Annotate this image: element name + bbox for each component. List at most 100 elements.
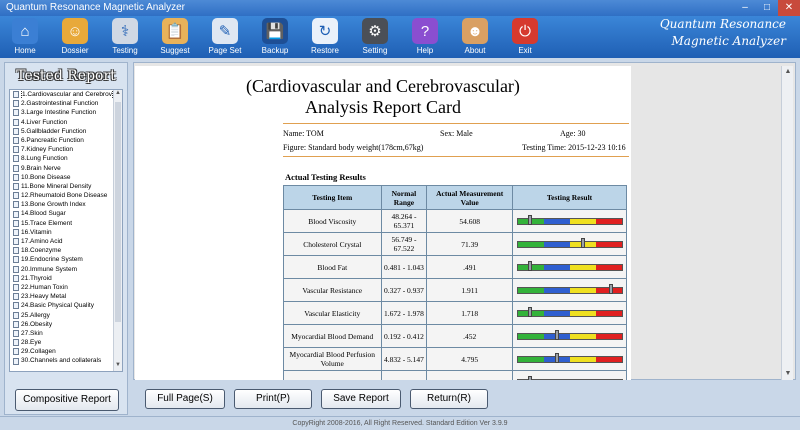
toolbar-label: Testing	[112, 46, 138, 55]
report-list-item[interactable]: 8.Lung Function	[10, 154, 114, 163]
toolbar-about-button[interactable]: ☻ About	[450, 16, 500, 58]
report-list-item[interactable]: 30.Channels and collaterals	[10, 356, 114, 365]
document-icon	[13, 100, 19, 108]
close-button[interactable]: ✕	[778, 0, 800, 16]
document-icon	[13, 247, 19, 255]
toolbar-label: About	[464, 46, 486, 55]
compositive-report-button[interactable]: Compositive Report	[15, 389, 119, 411]
bar-segment	[595, 356, 622, 362]
report-list-item[interactable]: 12.Rheumatoid Bone Disease	[10, 191, 114, 200]
report-list-item[interactable]: 15.Trace Element	[10, 219, 114, 228]
bar-segment	[543, 310, 570, 316]
report-list-item[interactable]: 26.Obesity	[10, 320, 114, 329]
report-list-item[interactable]: 18.Coenzyme	[10, 246, 114, 255]
table-row: Cholesterol Crystal 56.749 - 67.522 71.39	[283, 232, 627, 256]
toolbar-setting-button[interactable]: ⚙ Setting	[350, 16, 400, 58]
cell-value: .491	[426, 255, 514, 279]
results-body: Blood Viscosity 48.264 - 65.371 54.608 Chol…	[283, 209, 627, 380]
report-list-item[interactable]: 28.Eye	[10, 338, 114, 347]
toolbar-exit-button[interactable]: ⏻ Exit	[500, 16, 550, 58]
list-item-label: 2.Gastrointestinal Function	[21, 100, 99, 108]
toolbar-label: Suggest	[160, 46, 190, 55]
bar-segment	[595, 218, 622, 224]
report-list-item[interactable]: 27.Skin	[10, 329, 114, 338]
scroll-thumb[interactable]	[115, 102, 121, 322]
result-bar	[516, 329, 623, 340]
report-list-item[interactable]: 10.Bone Disease	[10, 173, 114, 182]
toolbar-restore-button[interactable]: ↻ Restore	[300, 16, 350, 58]
bar-segment	[543, 241, 570, 247]
print-button[interactable]: Print(P)	[234, 389, 312, 409]
save-report-button[interactable]: Save Report	[321, 389, 401, 409]
patient-age: Age: 30	[560, 129, 586, 138]
report-list-item[interactable]: 25.Allergy	[10, 311, 114, 320]
report-list-item[interactable]: 5.Gallbladder Function	[10, 127, 114, 136]
help-icon: ?	[412, 18, 438, 44]
document-icon: ✎	[212, 18, 238, 44]
report-list-item[interactable]: 4.Liver Function	[10, 118, 114, 127]
report-list-item[interactable]: 6.Pancreatic Function	[10, 136, 114, 145]
toolbar-label: Page Set	[208, 46, 242, 55]
list-scrollbar[interactable]: ▲ ▼	[113, 90, 122, 371]
report-list-item[interactable]: 22.Human Toxin	[10, 283, 114, 292]
report-list-item[interactable]: 3.Large Intestine Function	[10, 108, 114, 117]
report-list-item[interactable]: 21.Thyroid	[10, 274, 114, 283]
scroll-up-arrow-icon[interactable]: ▲	[115, 90, 121, 96]
scroll-down-arrow-icon[interactable]: ▼	[115, 362, 121, 368]
report-scroll-down-icon[interactable]: ▼	[784, 370, 792, 377]
bar-segment	[595, 333, 622, 339]
report-list-item[interactable]: 24.Basic Physical Quality	[10, 301, 114, 310]
report-scroll-up-icon[interactable]: ▲	[784, 68, 792, 75]
report-list-item[interactable]: 13.Bone Growth Index	[10, 200, 114, 209]
toolbar-help-button[interactable]: ? Help	[400, 16, 450, 58]
toolbar-page-set-button[interactable]: ✎ Page Set	[200, 16, 250, 58]
report-list-item[interactable]: 1.Cardiovascular and Cerebrov	[10, 90, 114, 100]
list-item-label: 5.Gallbladder Function	[21, 127, 87, 135]
bar-segment	[517, 333, 544, 339]
result-pointer-icon	[554, 352, 559, 363]
bar-segment	[543, 379, 570, 380]
toolbar-dossier-button[interactable]: ☺ Dossier	[50, 16, 100, 58]
report-list-item[interactable]: 16.Vitamin	[10, 228, 114, 237]
cell-value: 1.911	[426, 278, 514, 302]
toolbar-label: Exit	[518, 46, 532, 55]
report-list-item[interactable]: 20.Immune System	[10, 265, 114, 274]
list-item-label: 16.Vitamin	[21, 228, 52, 236]
table-row: Myocardial Blood Demand 0.192 - 0.412.452	[283, 324, 627, 348]
maximize-button[interactable]: □	[763, 2, 771, 13]
bar-segment	[569, 287, 596, 293]
toolbar-label: Home	[14, 46, 36, 55]
result-bar	[516, 306, 623, 317]
cell-item: Cholesterol Crystal	[283, 232, 382, 256]
cell-range: 3.321 -	[380, 370, 428, 380]
toolbar-backup-button[interactable]: 💾 Backup	[250, 16, 300, 58]
document-icon	[13, 201, 19, 209]
toolbar-suggest-button[interactable]: 📋 Suggest	[150, 16, 200, 58]
report-list-item[interactable]: 7.Kidney Function	[10, 145, 114, 154]
document-icon	[13, 320, 19, 328]
document-icon	[13, 155, 19, 163]
full-page-button[interactable]: Full Page(S)	[145, 389, 225, 409]
toolbar-label: Restore	[310, 46, 339, 55]
report-list-item[interactable]: 2.Gastrointestinal Function	[10, 99, 114, 108]
panel-title: Tested Report	[16, 68, 116, 84]
list-item-label: 1.Cardiovascular and Cerebrov	[21, 90, 113, 100]
document-icon	[13, 284, 19, 292]
report-list-item[interactable]: 17.Amino Acid	[10, 237, 114, 246]
toolbar-home-button[interactable]: ⌂ Home	[0, 16, 50, 58]
report-list-item[interactable]: 14.Blood Sugar	[10, 209, 114, 218]
report-list-item[interactable]: 11.Bone Mineral Density	[10, 182, 114, 191]
document-icon	[13, 329, 19, 337]
return-button[interactable]: Return(R)	[410, 389, 488, 409]
list-item-label: 25.Allergy	[21, 311, 50, 319]
minimize-button[interactable]: –	[742, 2, 748, 13]
cell-range: 0.192 - 0.412	[380, 324, 428, 348]
document-icon	[13, 109, 19, 117]
report-list-item[interactable]: 29.Collagen	[10, 347, 114, 356]
report-list-item[interactable]: 23.Heavy Metal	[10, 292, 114, 301]
report-list-items: 1.Cardiovascular and Cerebrov 2.Gastroint…	[10, 90, 114, 366]
report-list-item[interactable]: 9.Brain Nerve	[10, 164, 114, 173]
report-list-item[interactable]: 19.Endocrine System	[10, 255, 114, 264]
toolbar-testing-button[interactable]: ⚕ Testing	[100, 16, 150, 58]
report-scrollbar[interactable]: ▲ ▼	[781, 66, 793, 380]
